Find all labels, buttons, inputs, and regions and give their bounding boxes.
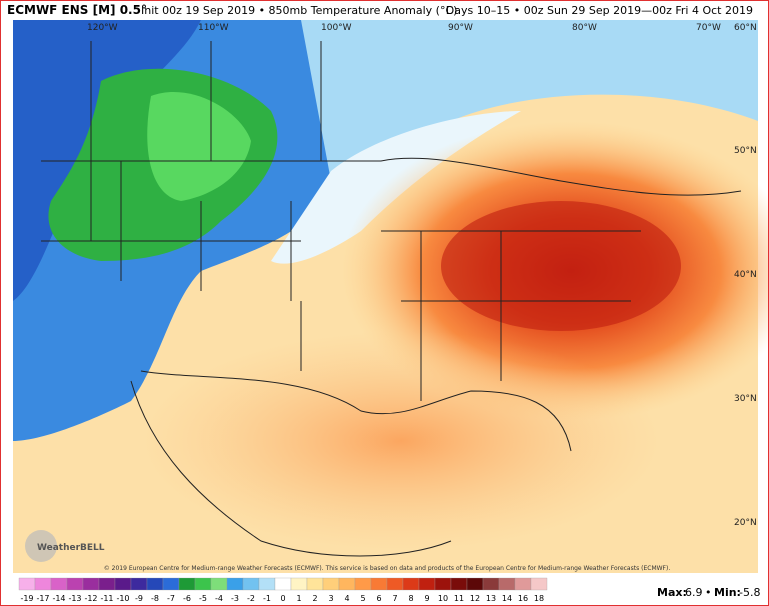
colorbar-swatch	[98, 577, 116, 591]
colorbar-swatch	[114, 577, 132, 591]
colorbar-swatch	[306, 577, 324, 591]
colorbar: -19 -17 -14 -13 -12 -11 -10 -9 -8 -7 -6 -5 -4 -3 -2 -1 0…	[18, 577, 548, 603]
colorbar-swatch	[498, 577, 516, 591]
colorbar-swatch	[530, 577, 548, 591]
colorbar-swatch	[50, 577, 68, 591]
separator: •	[705, 586, 712, 599]
latitude-label: 60°N	[734, 23, 757, 33]
colorbar-label: -13	[68, 594, 81, 603]
colorbar-swatch	[402, 577, 420, 591]
min-label: Min:	[714, 586, 741, 599]
colorbar-label: 3	[328, 594, 333, 603]
colorbar-swatch	[274, 577, 292, 591]
longitude-label: 120°W	[87, 23, 118, 33]
colorbar-swatch	[418, 577, 436, 591]
longitude-label: 80°W	[572, 23, 597, 33]
colorbar-label: -19	[20, 594, 33, 603]
colorbar-swatch	[482, 577, 500, 591]
colorbar-label: 11	[454, 594, 464, 603]
colorbar-label: 0	[280, 594, 285, 603]
colorbar-label: -7	[167, 594, 175, 603]
min-value: -5.8	[739, 586, 760, 599]
longitude-label: 100°W	[321, 23, 352, 33]
colorbar-swatch	[34, 577, 52, 591]
colorbar-swatch	[194, 577, 212, 591]
colorbar-label: -12	[84, 594, 97, 603]
colorbar-swatch	[82, 577, 100, 591]
colorbar-label: -11	[100, 594, 113, 603]
colorbar-swatch	[434, 577, 452, 591]
colorbar-swatch	[146, 577, 164, 591]
logo: WeatherBELL	[37, 543, 105, 553]
colorbar-label: 1	[296, 594, 301, 603]
colorbar-label: 12	[470, 594, 480, 603]
colorbar-label: 9	[424, 594, 429, 603]
colorbar-swatch	[514, 577, 532, 591]
latitude-label: 50°N	[734, 146, 757, 156]
colorbar-label: -3	[231, 594, 239, 603]
colorbar-label: -2	[247, 594, 255, 603]
colorbar-label: 6	[376, 594, 381, 603]
colorbar-label: -9	[135, 594, 143, 603]
colorbar-swatch	[386, 577, 404, 591]
colorbar-label: -5	[199, 594, 207, 603]
colorbar-label: 2	[312, 594, 317, 603]
colorbar-label: -1	[263, 594, 271, 603]
colorbar-label: 10	[438, 594, 448, 603]
colorbar-label: 13	[486, 594, 496, 603]
longitude-label: 110°W	[198, 23, 229, 33]
colorbar-swatch	[18, 577, 36, 591]
colorbar-label: 16	[518, 594, 528, 603]
colorbar-swatch	[130, 577, 148, 591]
colorbar-label: 5	[360, 594, 365, 603]
longitude-label: 90°W	[448, 23, 473, 33]
colorbar-label: -10	[116, 594, 129, 603]
colorbar-label: 14	[502, 594, 512, 603]
colorbar-swatch	[370, 577, 388, 591]
colorbar-label: -4	[215, 594, 223, 603]
copyright: © 2019 European Centre for Medium-range …	[104, 565, 671, 572]
colorbar-label: -17	[36, 594, 49, 603]
init-title: Init 00z 19 Sep 2019 • 850mb Temperature…	[141, 4, 457, 17]
valid-title: Days 10–15 • 00z Sun 29 Sep 2019—00z Fri…	[446, 4, 753, 17]
colorbar-label: -8	[151, 594, 159, 603]
colorbar-swatch	[66, 577, 84, 591]
colorbar-swatch	[226, 577, 244, 591]
colorbar-label: 7	[392, 594, 397, 603]
colorbar-swatch	[162, 577, 180, 591]
colorbar-label: 8	[408, 594, 413, 603]
colorbar-swatch	[450, 577, 468, 591]
colorbar-label: 4	[344, 594, 349, 603]
colorbar-swatch	[290, 577, 308, 591]
latitude-label: 40°N	[734, 270, 757, 280]
colorbar-swatch	[242, 577, 260, 591]
map	[13, 20, 768, 573]
max-value: 6.9	[685, 586, 703, 599]
colorbar-label: 18	[534, 594, 544, 603]
model-title: ECMWF ENS [M] 0.5°	[7, 3, 147, 17]
colorbar-swatch	[258, 577, 276, 591]
colorbar-swatch	[338, 577, 356, 591]
colorbar-label: -6	[183, 594, 191, 603]
max-label: Max:	[657, 586, 687, 599]
latitude-label: 30°N	[734, 394, 757, 404]
colorbar-swatch	[466, 577, 484, 591]
colorbar-label: -14	[52, 594, 65, 603]
colorbar-swatch	[210, 577, 228, 591]
colorbar-swatch	[178, 577, 196, 591]
colorbar-swatch	[354, 577, 372, 591]
latitude-label: 20°N	[734, 518, 757, 528]
colorbar-swatch	[322, 577, 340, 591]
longitude-label: 70°W	[696, 23, 721, 33]
